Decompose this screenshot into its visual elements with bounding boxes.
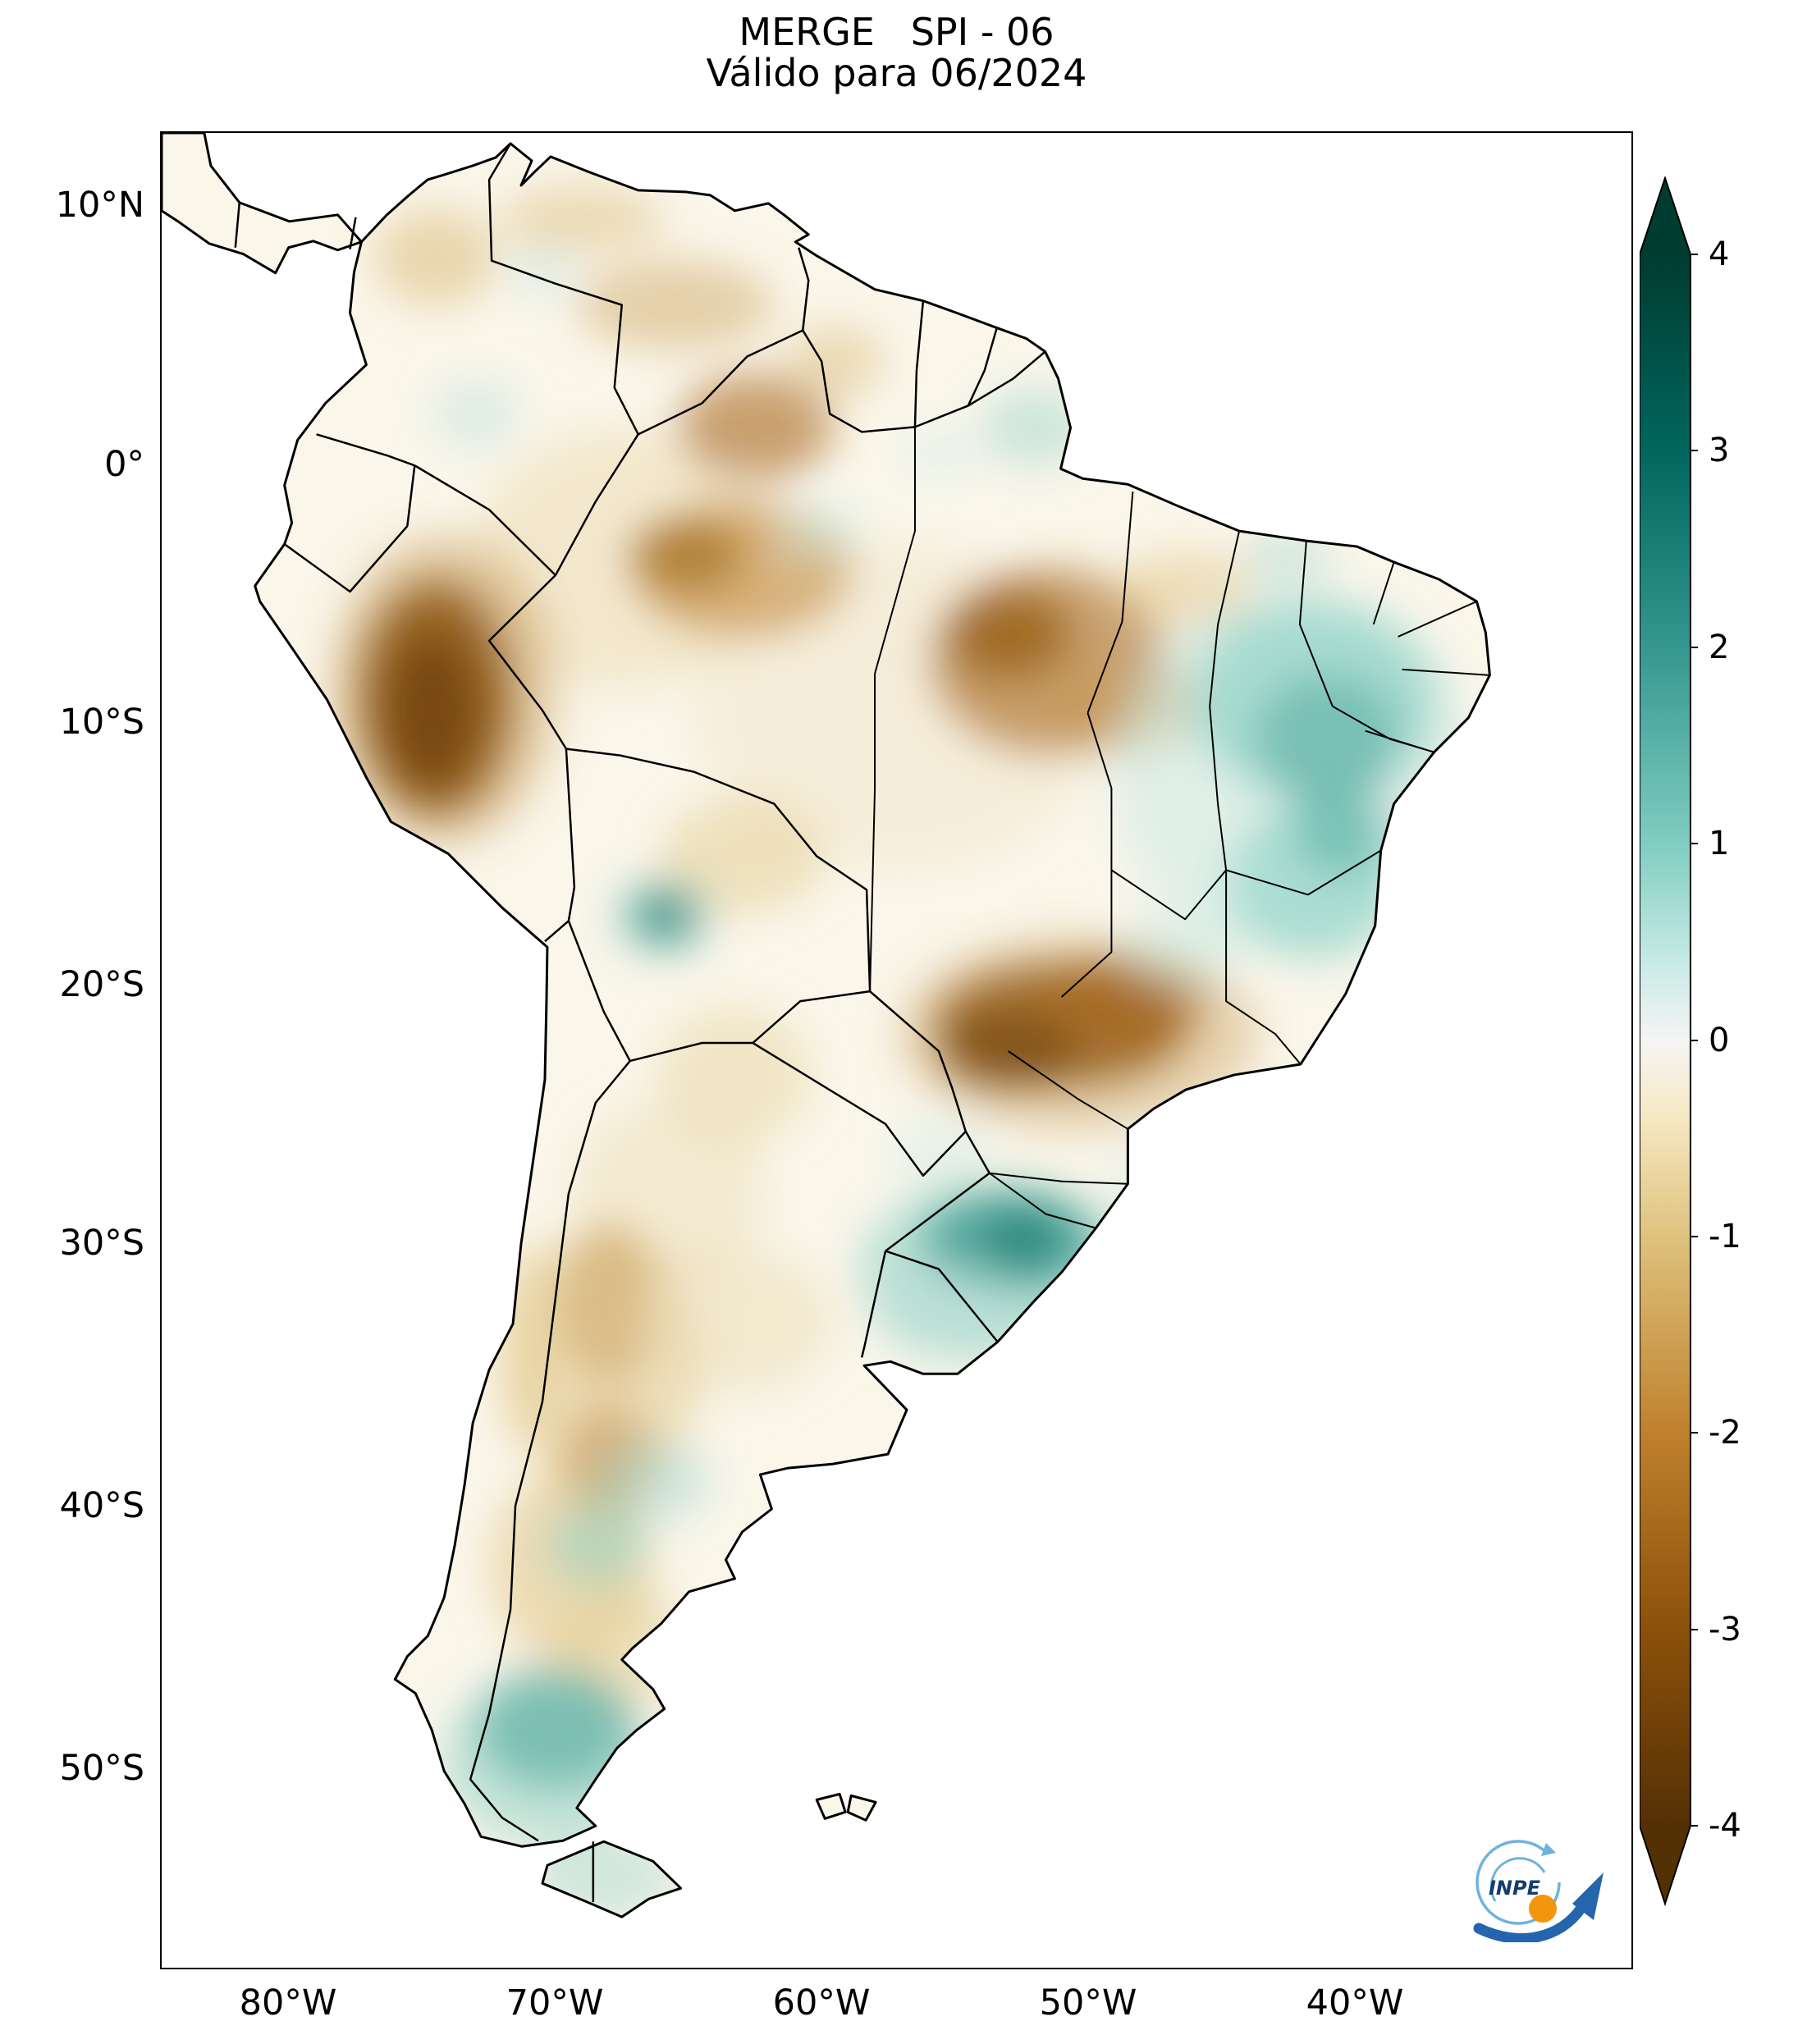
map-frame <box>160 131 1633 1969</box>
inpe-logo-text: INPE <box>1489 1877 1541 1900</box>
lon-tick-40w: 40°W <box>1306 1982 1404 2023</box>
cbar-tick-m1: -1 <box>1709 1218 1741 1255</box>
lon-tick-60w: 60°W <box>772 1982 871 2023</box>
chart-title: MERGE SPI - 06 <box>739 10 1055 54</box>
spi-field <box>162 133 1490 1918</box>
lat-tick-30s: 30°S <box>59 1223 144 1264</box>
orbit-swirl-icon <box>1475 1840 1561 1925</box>
lon-tick-80w: 80°W <box>239 1982 337 2023</box>
orange-sphere-icon <box>1529 1895 1557 1923</box>
lat-tick-50s: 50°S <box>59 1748 144 1789</box>
colorbar <box>1639 175 1705 1908</box>
cbar-tick-1: 1 <box>1709 825 1730 862</box>
spi-map <box>162 133 1491 1918</box>
cbar-tick-4: 4 <box>1709 235 1730 273</box>
cbar-tick-m2: -2 <box>1709 1414 1741 1452</box>
lat-tick-40s: 40°S <box>59 1485 144 1526</box>
colorbar-body <box>1639 175 1691 1907</box>
cbar-tick-3: 3 <box>1709 432 1730 469</box>
chart-subtitle: Válido para 06/2024 <box>706 51 1087 95</box>
lat-tick-0: 0° <box>104 444 144 485</box>
cbar-tick-m4: -4 <box>1709 1807 1741 1845</box>
blue-arrow-icon <box>1473 1873 1604 1944</box>
colorbar-tickmarks <box>1690 254 1698 1827</box>
lat-tick-10n: 10°N <box>55 185 144 226</box>
cbar-tick-2: 2 <box>1709 629 1730 666</box>
country-borders <box>234 143 1046 1903</box>
lat-tick-20s: 20°S <box>59 964 144 1005</box>
lat-tick-10s: 10°S <box>59 702 144 743</box>
state-borders <box>869 427 1490 1229</box>
lon-tick-70w: 70°W <box>506 1982 604 2023</box>
cbar-tick-m3: -3 <box>1709 1611 1741 1648</box>
inpe-logo: INPE <box>1454 1823 1618 1944</box>
lon-tick-50w: 50°W <box>1039 1982 1137 2023</box>
cbar-tick-0: 0 <box>1709 1022 1730 1059</box>
